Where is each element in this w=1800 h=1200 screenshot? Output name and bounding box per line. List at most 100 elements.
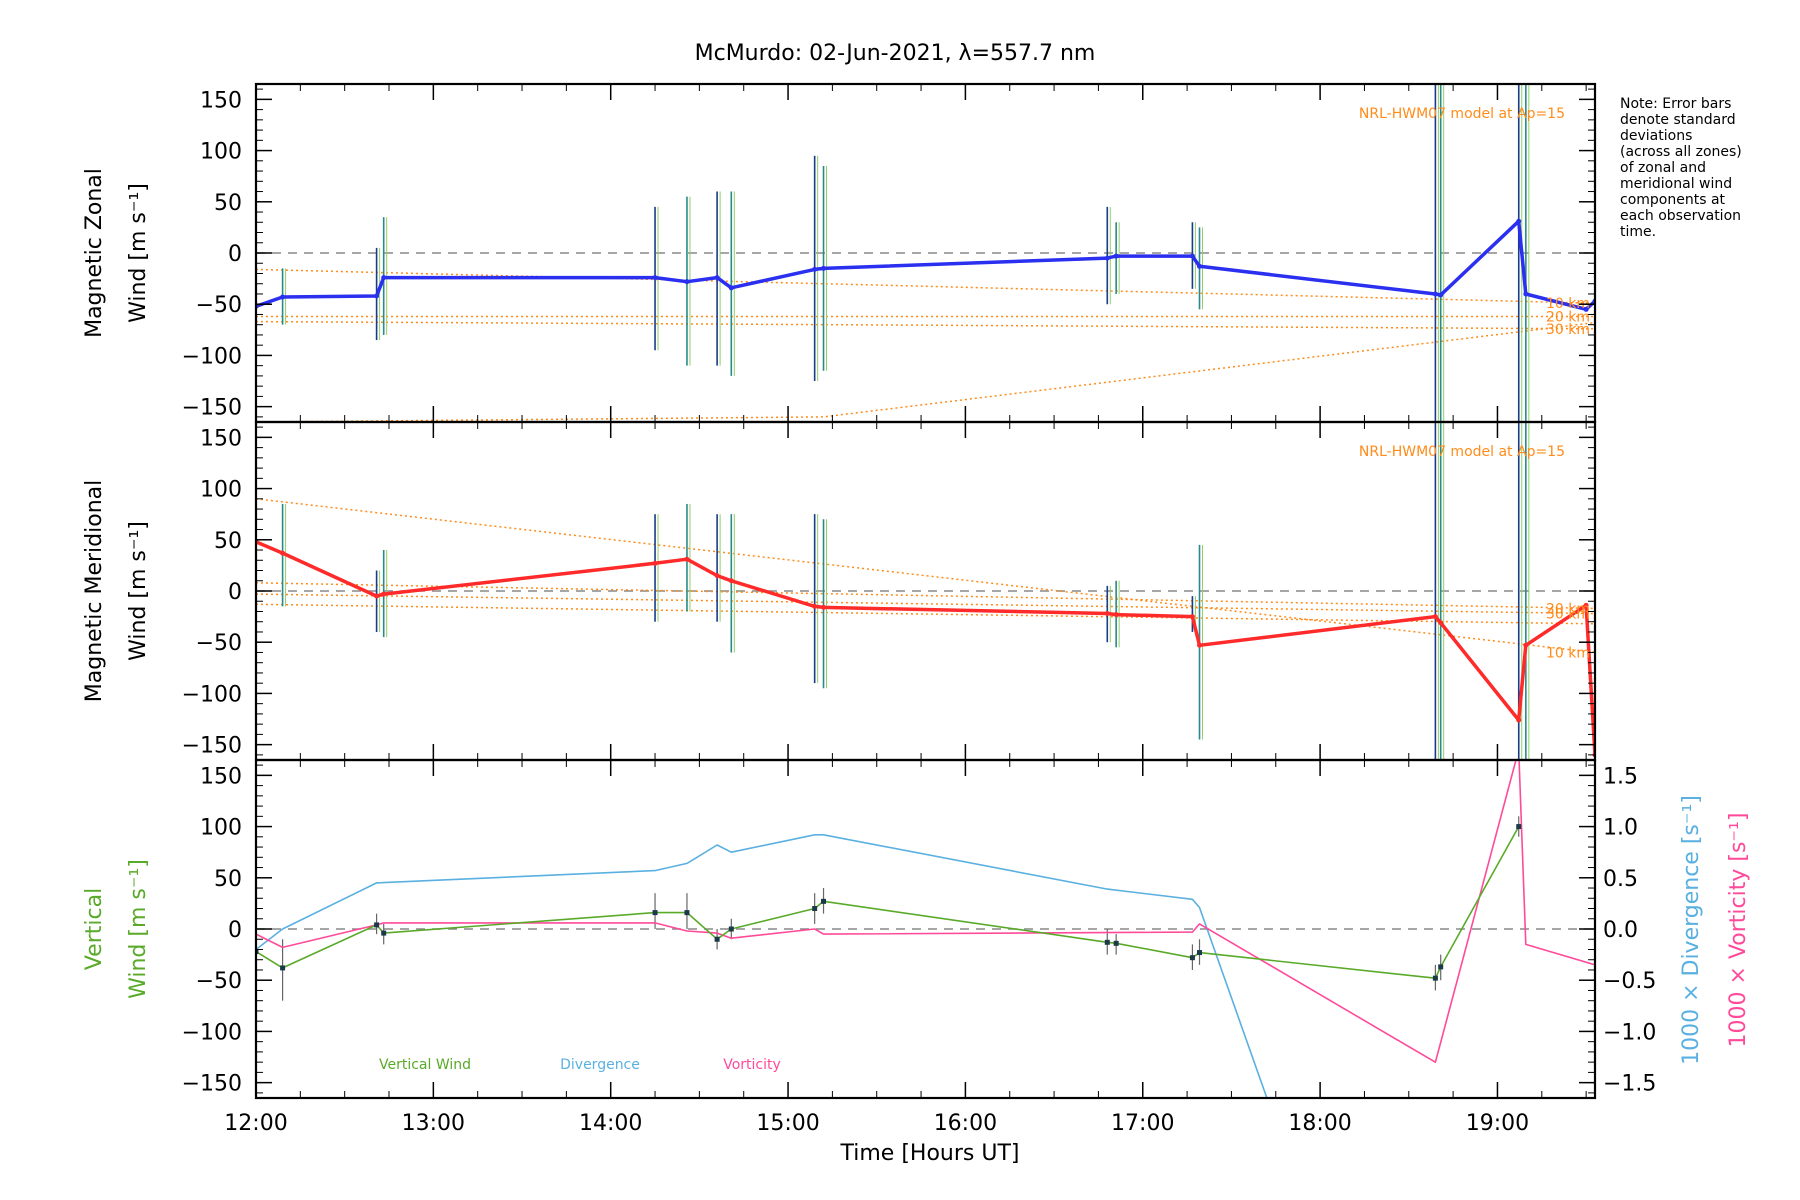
zonal-wind-point: [374, 293, 380, 299]
zonal-wind-point: [1113, 253, 1119, 259]
meridional-wind-point: [684, 556, 690, 562]
right-y-tick-label: 0.5: [1603, 867, 1638, 892]
y-tick-label: 150: [200, 88, 242, 113]
meridional-wind-point: [280, 550, 286, 556]
y-tick-label: −50: [196, 969, 242, 994]
panel-plot-area: [256, 760, 1595, 1098]
zonal-wind-point: [812, 266, 818, 272]
y-tick-label: −50: [196, 293, 242, 318]
altitude-label: 20 km: [1546, 601, 1590, 617]
meridional-wind-point: [1516, 717, 1522, 723]
meridional-wind-point: [1438, 620, 1444, 626]
x-tick-label: 18:00: [1288, 1111, 1351, 1136]
right-y-tick-label: 0.0: [1603, 918, 1638, 943]
meridional-wind-point: [1189, 614, 1195, 620]
y-tick-label: 150: [200, 426, 242, 451]
model-label: NRL-HWM07 model at Ap=15: [1359, 106, 1565, 122]
zonal-wind-point: [1104, 255, 1110, 261]
y-axis-title-line1: Magnetic Zonal: [82, 168, 107, 338]
vertical-wind-point: [714, 936, 720, 942]
meridional-wind-point: [1583, 602, 1589, 608]
meridional-wind-point: [374, 593, 380, 599]
zonal-wind-point: [1523, 291, 1529, 297]
x-tick-label: 15:00: [756, 1111, 819, 1136]
vertical-wind-point: [381, 930, 387, 936]
meridional-wind-point: [812, 603, 818, 609]
y-tick-label: 0: [228, 580, 242, 605]
vertical-wind-point: [374, 922, 380, 928]
model-line-3: [256, 593, 1595, 615]
model-line-4: [256, 603, 1595, 625]
chart-title: McMurdo: 02-Jun-2021, λ=557.7 nm: [695, 41, 1096, 66]
vertical-wind-point: [652, 910, 658, 916]
y-tick-label: −150: [182, 1072, 242, 1097]
legend-vorticity: Vorticity: [723, 1057, 781, 1073]
x-tick-label: 14:00: [579, 1111, 642, 1136]
vertical-wind-point: [821, 898, 827, 904]
vertical-wind-point: [1438, 964, 1444, 970]
zonal-wind-point: [684, 279, 690, 285]
zonal-wind-point: [1583, 306, 1589, 312]
y-axis-title-line2: Wind [m s⁻¹]: [126, 859, 151, 999]
vertical-wind-point: [1197, 950, 1203, 956]
y-tick-label: 150: [200, 764, 242, 789]
model-line-3: [256, 320, 1595, 330]
divergence-line: [256, 833, 1268, 1098]
meridional-wind-line: [256, 540, 1595, 756]
zonal-wind-point: [280, 294, 286, 300]
zonal-wind-point: [1438, 292, 1444, 298]
y-axis-title-line1: Vertical: [82, 888, 107, 970]
y-tick-label: 50: [214, 529, 242, 554]
right-y-tick-label: −1.5: [1603, 1072, 1656, 1097]
right-y-tick-label: −1.0: [1603, 1020, 1656, 1045]
x-tick-label: 12:00: [224, 1111, 287, 1136]
vertical-wind-point: [812, 906, 818, 912]
legend-vertical-wind: Vertical Wind: [379, 1057, 471, 1073]
right-y-tick-label: 1.5: [1603, 764, 1638, 789]
model-line-2: [256, 582, 1595, 610]
right-axis-title-divergence: 1000 × Divergence [s⁻¹]: [1679, 795, 1704, 1065]
y-tick-label: 100: [200, 816, 242, 841]
y-tick-label: −100: [182, 344, 242, 369]
altitude-label: 10 km: [1546, 296, 1590, 312]
y-tick-label: −50: [196, 631, 242, 656]
legend-divergence: Divergence: [560, 1057, 640, 1073]
y-axis-title-line2: Wind [m s⁻¹]: [126, 183, 151, 323]
y-tick-label: 0: [228, 242, 242, 267]
vorticity-line: [256, 760, 1595, 1063]
zonal-wind-point: [821, 265, 827, 271]
panel-vertical: Vertical Wind Divergence Vorticity 1.5 1.0 0.…: [82, 758, 1751, 1100]
zonal-wind-point: [1197, 263, 1203, 269]
zonal-wind-point: [381, 275, 387, 281]
vertical-wind-point: [728, 926, 734, 932]
meridional-wind-point: [1104, 611, 1110, 617]
vertical-wind-point: [684, 910, 690, 916]
vertical-wind-point: [256, 949, 259, 955]
y-tick-label: −100: [182, 682, 242, 707]
vertical-wind-line: [256, 826, 1520, 980]
meridional-wind-point: [714, 573, 720, 579]
meridional-wind-point: [381, 591, 387, 597]
zonal-wind-point: [728, 285, 734, 291]
vertical-wind-point: [1516, 824, 1522, 830]
vertical-wind-point: [1104, 939, 1110, 945]
right-axis-title-vorticity: 1000 × Vorticity [s⁻¹]: [1726, 813, 1751, 1048]
panels-layer: NRL-HWM07 model at Ap=15 10 km 20 km 30 km 1…: [82, 82, 1751, 1136]
zonal-wind-point: [1516, 218, 1522, 224]
meridional-wind-point: [1432, 614, 1438, 620]
y-tick-label: −150: [182, 734, 242, 759]
meridional-wind-point: [1523, 642, 1529, 648]
x-tick-label: 17:00: [1111, 1111, 1174, 1136]
altitude-label: 30 km: [1546, 322, 1590, 338]
y-tick-label: 100: [200, 140, 242, 165]
x-tick-label: 16:00: [934, 1111, 997, 1136]
y-tick-label: −150: [182, 396, 242, 421]
y-tick-label: 50: [214, 191, 242, 216]
model-line-1: [256, 498, 1595, 654]
model-label: NRL-HWM07 model at Ap=15: [1359, 444, 1565, 460]
right-y-tick-label: 1.0: [1603, 816, 1638, 841]
meridional-wind-point: [652, 560, 658, 566]
